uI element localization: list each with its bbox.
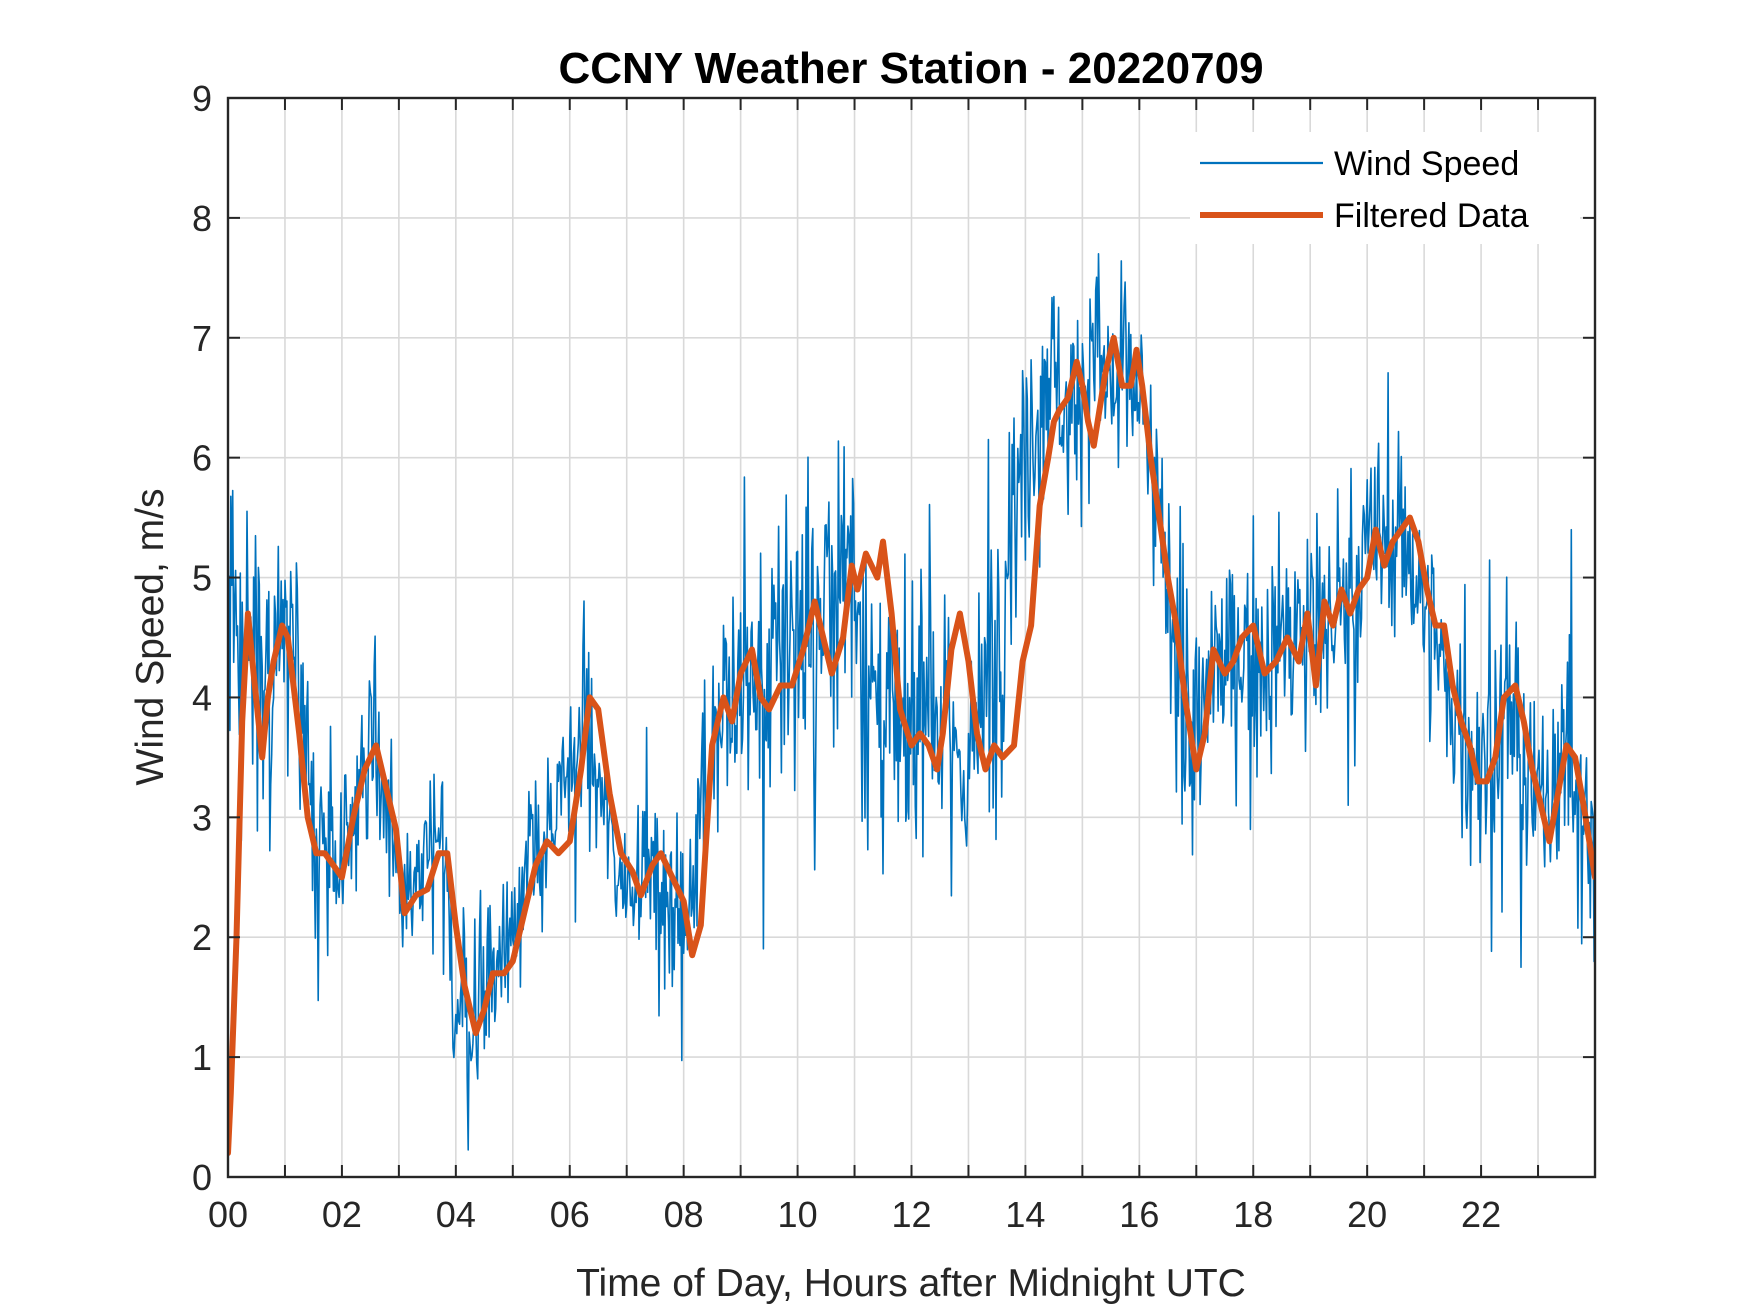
y-axis-label: Wind Speed, m/s	[129, 489, 172, 786]
x-tick-label: 14	[1005, 1194, 1045, 1235]
y-tick-label: 5	[192, 558, 212, 599]
y-tick-label: 4	[192, 677, 212, 718]
y-tick-label: 7	[192, 318, 212, 359]
data-series	[228, 253, 1595, 1156]
plot-frame	[226, 96, 1597, 1179]
y-tick-label: 6	[192, 438, 212, 479]
x-tick-label: 10	[778, 1194, 818, 1235]
legend-label-wind-speed: Wind Speed	[1334, 145, 1519, 183]
x-tick-label: 20	[1347, 1194, 1387, 1235]
x-tick-label: 00	[208, 1194, 248, 1235]
y-tick-label: 9	[192, 78, 212, 119]
x-tick-label: 06	[550, 1194, 590, 1235]
series-line-filtered-data	[228, 334, 1595, 1156]
x-tick-label: 02	[322, 1194, 362, 1235]
y-tick-label: 8	[192, 198, 212, 239]
x-tick-label: 08	[664, 1194, 704, 1235]
series-line-wind-speed	[228, 253, 1595, 1151]
x-axis-label: Time of Day, Hours after Midnight UTC	[576, 1262, 1246, 1305]
y-tick-label: 1	[192, 1037, 212, 1078]
x-tick-label: 22	[1461, 1194, 1501, 1235]
legend: Wind Speed Filtered Data	[1190, 132, 1580, 244]
legend-label-filtered-data: Filtered Data	[1334, 197, 1529, 235]
chart-title: CCNY Weather Station - 20220709	[558, 44, 1263, 93]
y-tick-label: 3	[192, 797, 212, 838]
legend-box	[1190, 132, 1580, 244]
y-tick-label: 2	[192, 917, 212, 958]
x-tick-label: 16	[1119, 1194, 1159, 1235]
x-tick-label: 04	[436, 1194, 476, 1235]
y-tick-label: 0	[192, 1157, 212, 1198]
x-tick-label: 12	[891, 1194, 931, 1235]
x-tick-label: 18	[1233, 1194, 1273, 1235]
